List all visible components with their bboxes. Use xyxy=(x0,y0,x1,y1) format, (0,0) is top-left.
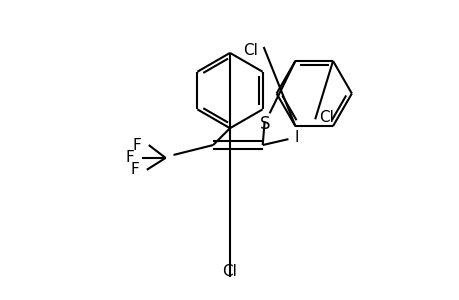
Text: F: F xyxy=(130,162,139,177)
Text: Cl: Cl xyxy=(222,264,237,279)
Text: I: I xyxy=(294,130,298,145)
Text: Cl: Cl xyxy=(242,43,257,58)
Text: Cl: Cl xyxy=(319,110,333,125)
Text: F: F xyxy=(125,150,134,165)
Text: F: F xyxy=(132,137,140,152)
Text: S: S xyxy=(259,115,269,133)
